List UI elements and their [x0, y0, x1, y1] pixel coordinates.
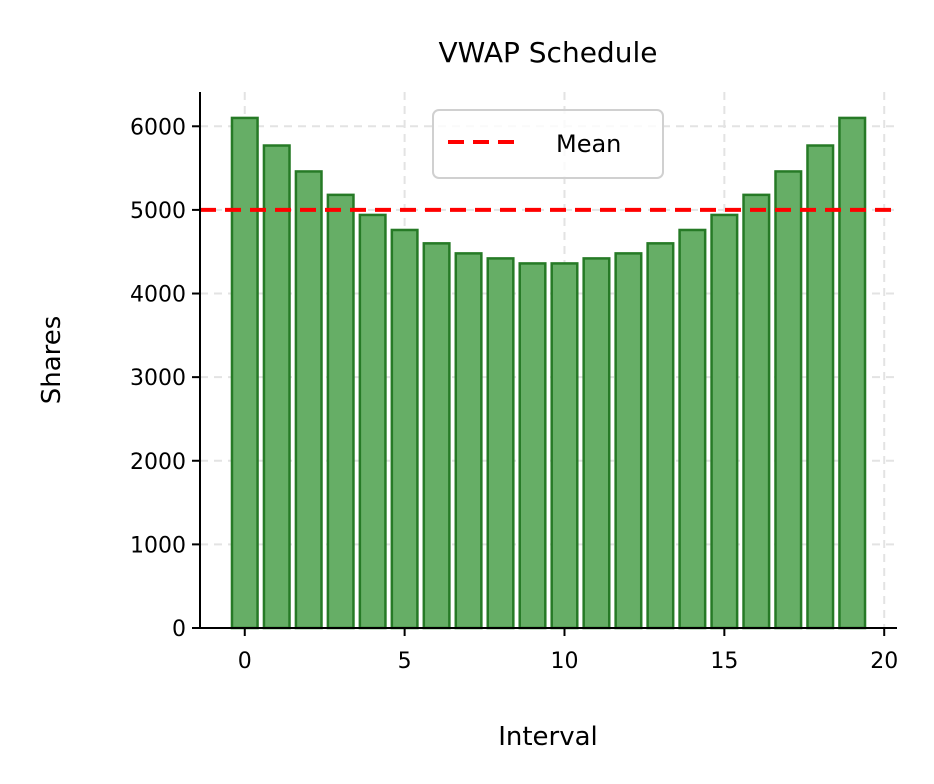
bar: [230, 116, 259, 630]
bar: [742, 193, 771, 630]
x-tick-label: 10: [550, 649, 578, 674]
legend: Mean: [432, 109, 664, 179]
ticks: 0 5 10 15 20 0 1000 2000 3000 4000 5000 6000: [130, 115, 898, 674]
x-tick-label: 20: [870, 649, 898, 674]
y-tick-label: 1000: [130, 533, 186, 558]
bar: [550, 262, 579, 630]
bars: [230, 116, 867, 630]
bar: [294, 170, 323, 630]
bar: [710, 213, 739, 630]
bar: [422, 242, 451, 630]
bar: [614, 252, 643, 630]
bar: [454, 252, 483, 630]
bar: [326, 193, 355, 630]
y-tick-label: 5000: [130, 199, 186, 224]
y-axis-label: Shares: [37, 316, 67, 405]
bar: [646, 242, 675, 630]
bar: [390, 228, 419, 630]
legend-mean-label: Mean: [556, 130, 621, 158]
bar: [806, 144, 835, 630]
y-tick-label: 6000: [130, 115, 186, 140]
y-tick-label: 4000: [130, 283, 186, 308]
x-tick-label: 0: [238, 649, 252, 674]
x-axis-label: Interval: [498, 722, 598, 752]
bar: [486, 257, 515, 630]
bar: [678, 228, 707, 630]
bar: [262, 144, 291, 630]
y-tick-label: 2000: [130, 450, 186, 475]
x-tick-label: 5: [398, 649, 412, 674]
bar: [518, 262, 547, 630]
y-tick-label: 0: [172, 617, 186, 642]
chart-title: VWAP Schedule: [439, 36, 658, 69]
x-tick-label: 15: [710, 649, 738, 674]
y-tick-label: 3000: [130, 366, 186, 391]
bar: [838, 116, 867, 630]
bar: [582, 257, 611, 630]
bar: [774, 170, 803, 630]
bar: [358, 213, 387, 630]
